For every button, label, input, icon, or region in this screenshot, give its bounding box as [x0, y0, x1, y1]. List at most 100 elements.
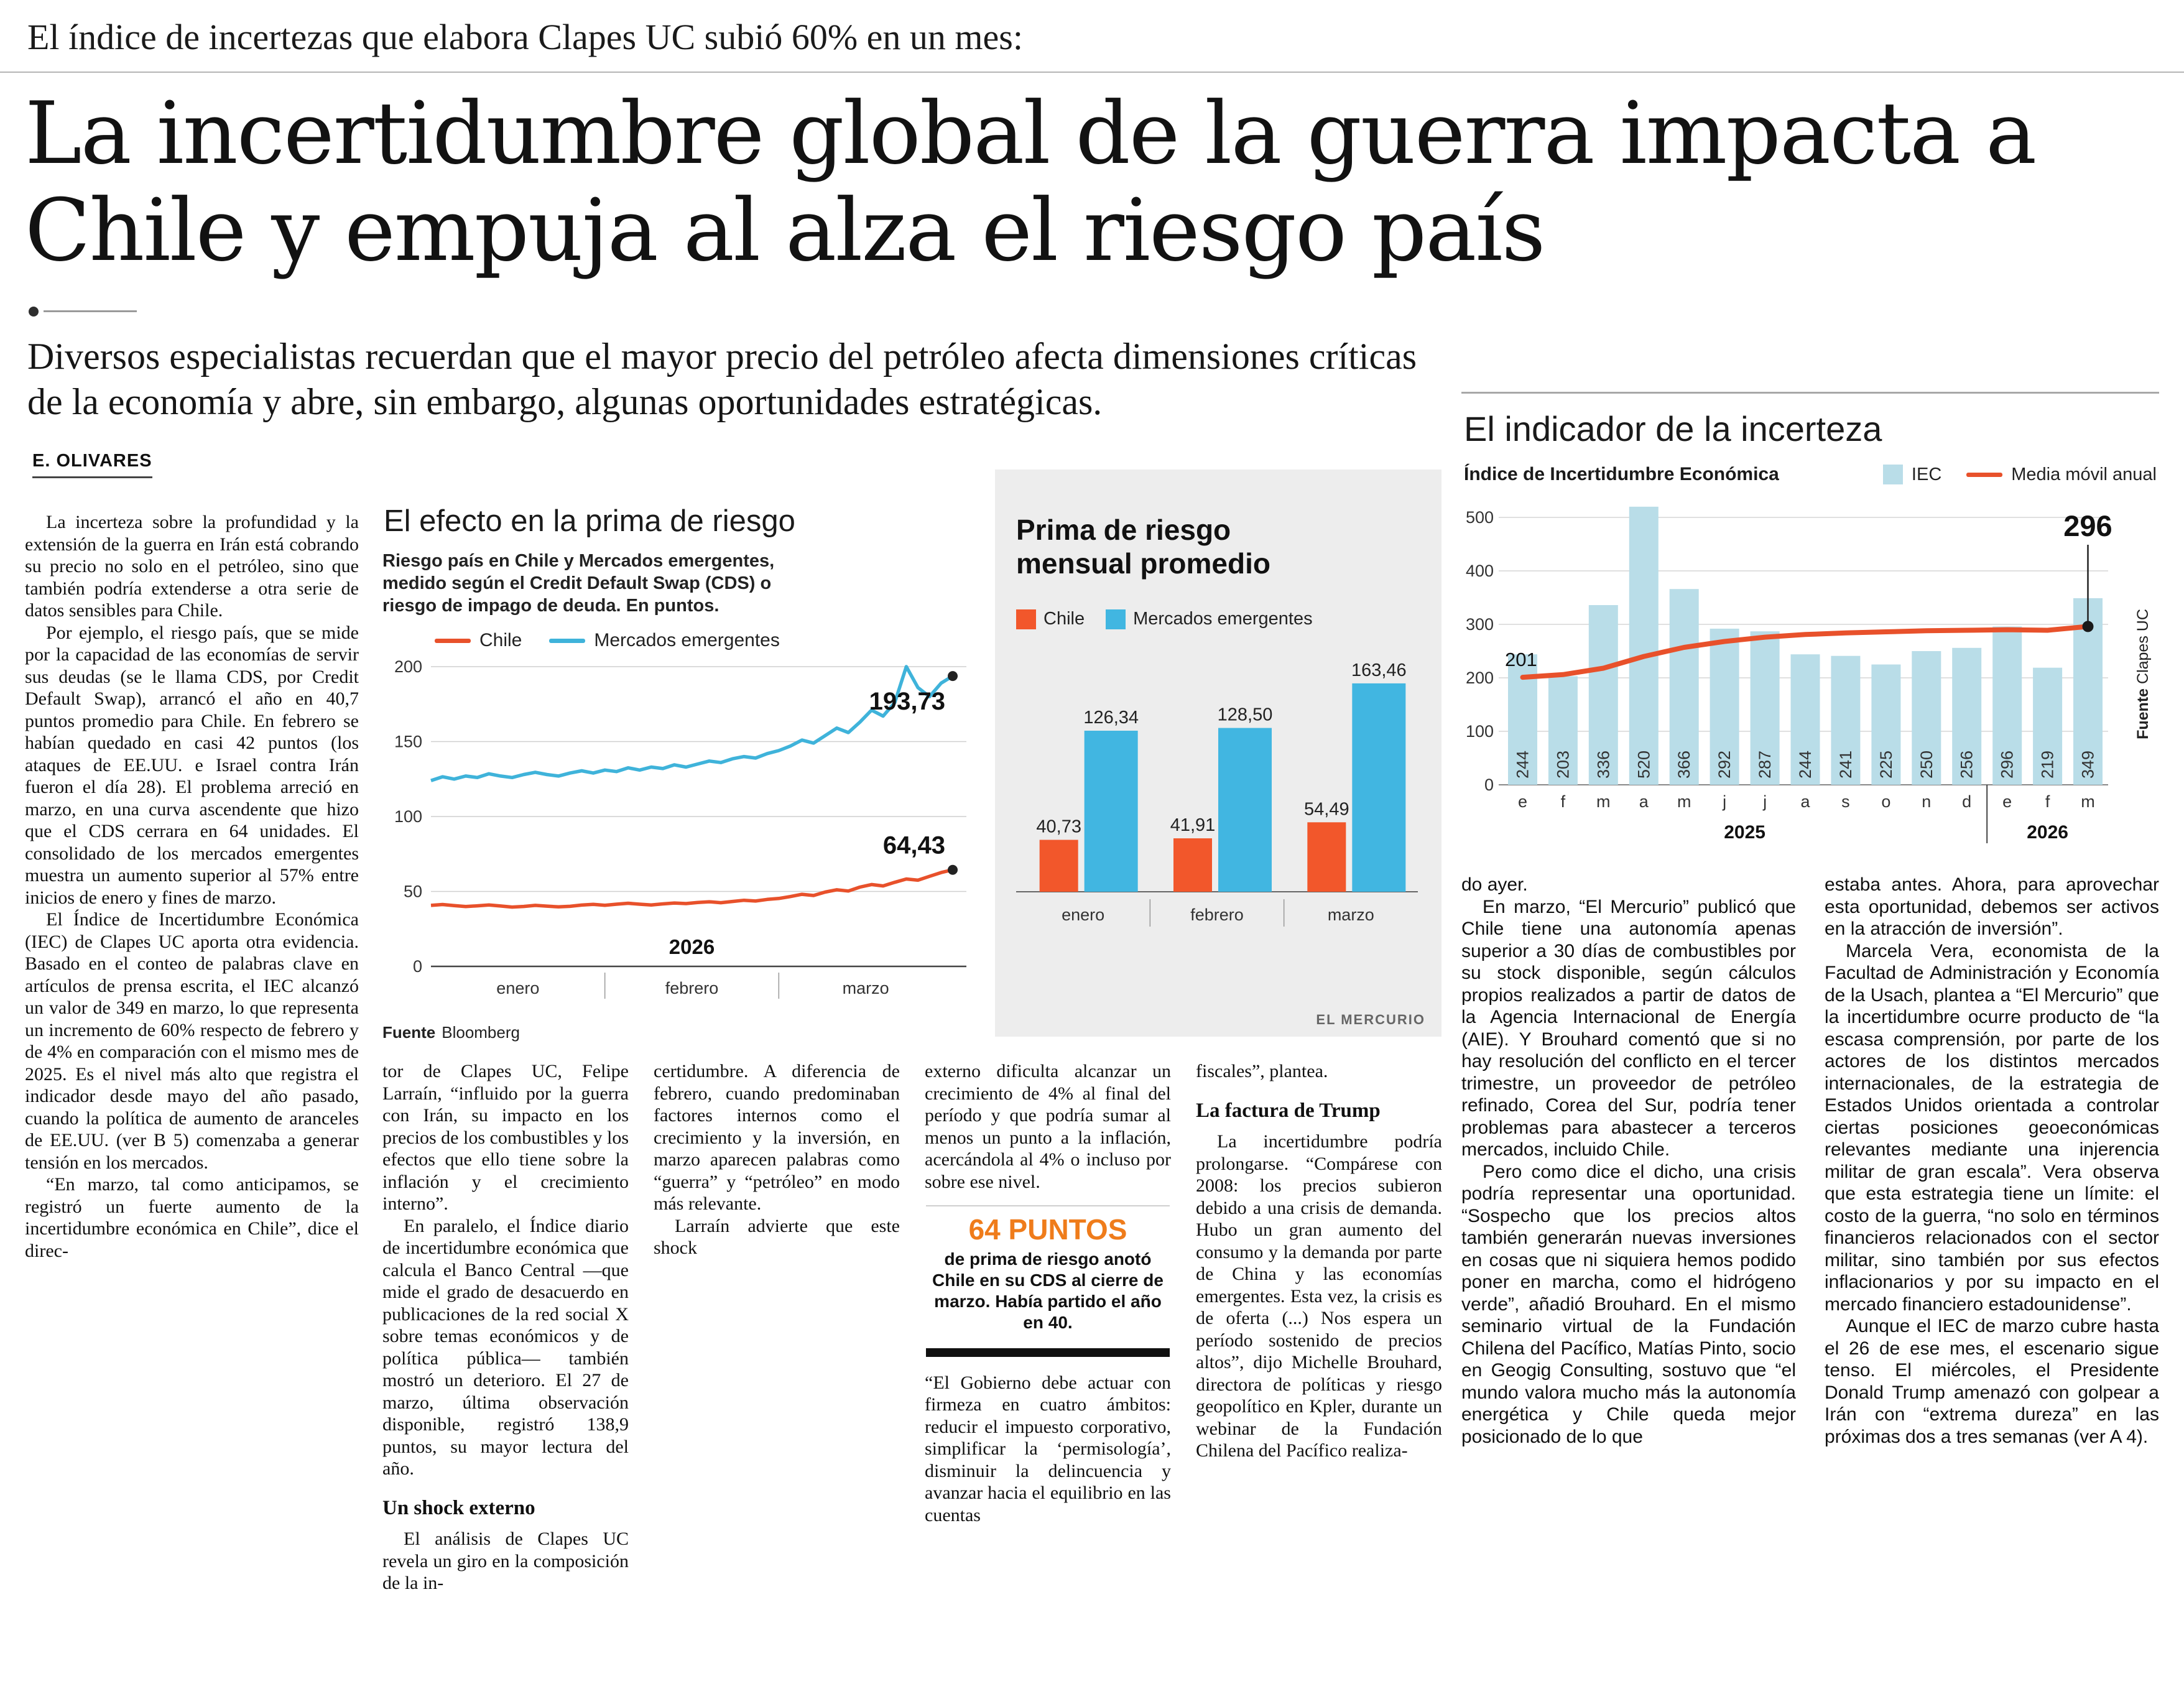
byline: E. OLIVARES — [32, 451, 152, 479]
bullet-icon — [29, 306, 39, 317]
prima-plot: enero 40,73 126,34 febrero 41,91 128,50 marzo 5… — [1016, 660, 1418, 927]
svg-text:a: a — [1800, 792, 1810, 811]
svg-text:m: m — [1596, 792, 1611, 811]
svg-text:200: 200 — [394, 657, 422, 676]
svg-text:296: 296 — [2063, 509, 2112, 542]
body-paragraph: La incertidumbre podría prolongarse. “Co… — [1196, 1131, 1442, 1461]
article-column-5: fiscales”, plantea. La factura de Trump … — [1196, 1060, 1442, 1594]
pull-quote-box: 64 PUNTOS de prima de riesgo anotó Chile… — [926, 1205, 1170, 1357]
svg-text:Fuente Clapes UC: Fuente Clapes UC — [2134, 609, 2152, 739]
svg-text:marzo: marzo — [843, 979, 889, 997]
svg-text:287: 287 — [1756, 751, 1774, 779]
legend-item-chile: Chile — [435, 630, 522, 651]
crosshead-factura-trump: La factura de Trump — [1196, 1099, 1381, 1122]
legend-item-emergentes: Mercados emergentes — [549, 630, 780, 651]
legend-item-iec: IEC — [1882, 465, 1941, 485]
chart-title: El indicador de la incerteza — [1464, 409, 1882, 448]
svg-text:200: 200 — [1466, 669, 1494, 687]
svg-text:f: f — [1561, 792, 1566, 811]
charts-region: El efecto en la prima de riesgo Riesgo p… — [382, 470, 1443, 1048]
article-middle-columns: tor de Clapes UC, Felipe Larraín, “influ… — [382, 1060, 1443, 1594]
svg-text:enero: enero — [1062, 905, 1104, 924]
chart-legend: IEC Media móvil anual — [1858, 465, 2157, 485]
svg-text:520: 520 — [1634, 751, 1653, 779]
svg-text:126,34: 126,34 — [1083, 708, 1139, 728]
svg-text:j: j — [1762, 792, 1767, 811]
svg-text:f: f — [2045, 792, 2050, 811]
subhead: Diversos especialistas recuerdan que el … — [27, 335, 1417, 423]
svg-text:2025: 2025 — [1724, 822, 1765, 843]
svg-text:e: e — [1518, 792, 1527, 811]
article-column-7: estaba antes. Ahora, para aprovechar est… — [1825, 874, 2159, 1448]
svg-text:0: 0 — [413, 957, 422, 976]
source-name: Bloomberg — [442, 1023, 520, 1042]
article-column-6: do ayer. En marzo, “El Mercurio” publicó… — [1461, 874, 1796, 1448]
legend-item-chile: Chile — [1016, 609, 1085, 629]
svg-text:n: n — [1922, 792, 1931, 811]
svg-text:296: 296 — [1998, 751, 2017, 779]
chart-subtitle: Índice de Incertidumbre Económica — [1464, 464, 1779, 484]
body-paragraph: El Índice de Incertidumbre Económica (IE… — [25, 909, 359, 1173]
right-region: El indicador de la incerteza Índice de I… — [1461, 392, 2159, 1448]
svg-text:j: j — [1722, 792, 1726, 811]
svg-text:2026: 2026 — [2027, 822, 2068, 843]
svg-text:64,43: 64,43 — [883, 832, 945, 859]
iec-plot: 0 100 200 300 400 500 244 e 203 f 336 m 520 a 366 m 292 j… — [1466, 506, 2152, 843]
svg-text:febrero: febrero — [665, 979, 719, 997]
svg-text:250: 250 — [1917, 751, 1936, 779]
body-paragraph: estaba antes. Ahora, para aprovechar est… — [1825, 874, 2159, 939]
svg-text:100: 100 — [394, 807, 422, 826]
chart-title: Prima de riesgo mensual promedio — [1016, 514, 1270, 580]
iec-subrow: Índice de Incertidumbre Económica IEC Me… — [1464, 464, 2157, 485]
svg-text:100: 100 — [1466, 722, 1494, 741]
svg-text:400: 400 — [1466, 562, 1494, 580]
svg-text:0: 0 — [1484, 775, 1494, 794]
body-paragraph: do ayer. — [1461, 874, 1528, 895]
body-paragraph: tor de Clapes UC, Felipe Larraín, “influ… — [382, 1061, 629, 1214]
svg-text:marzo: marzo — [1328, 905, 1374, 924]
body-paragraph: “En marzo, tal como anticipamos, se regi… — [25, 1174, 359, 1261]
kicker: El índice de incertezas que elabora Clap… — [0, 0, 2184, 73]
media-movil-line-swatch — [1966, 472, 2003, 477]
body-paragraph: Marcela Vera, economista de la Facultad … — [1825, 940, 2159, 1315]
pull-quote-figure: 64 PUNTOS — [968, 1213, 1127, 1246]
body-paragraph: Pero como dice el dicho, una crisis podr… — [1461, 1161, 1796, 1447]
article-column-2: tor de Clapes UC, Felipe Larraín, “influ… — [382, 1060, 629, 1594]
body-paragraph: El análisis de Clapes UC revela un giro … — [382, 1529, 629, 1593]
svg-text:300: 300 — [1466, 615, 1494, 634]
svg-text:201: 201 — [1505, 649, 1537, 670]
svg-text:40,73: 40,73 — [1036, 817, 1081, 837]
iec-bar-swatch — [1882, 465, 1903, 484]
svg-text:219: 219 — [2038, 751, 2057, 779]
svg-text:163,46: 163,46 — [1351, 660, 1407, 680]
chart-legend: Chile Mercados emergentes — [1016, 609, 1420, 629]
svg-text:m: m — [2081, 792, 2095, 811]
legend-label: Mercados emergentes — [594, 630, 780, 650]
svg-text:41,91: 41,91 — [1170, 815, 1216, 835]
svg-text:292: 292 — [1715, 751, 1734, 779]
svg-text:193,73: 193,73 — [869, 688, 945, 715]
svg-text:d: d — [1962, 792, 1971, 811]
svg-text:256: 256 — [1958, 751, 1976, 779]
body-paragraph: fiscales”, plantea. — [1196, 1061, 1328, 1081]
deck-divider — [29, 306, 2184, 317]
publisher-credit: EL MERCURIO — [1316, 1012, 1425, 1027]
legend-item-emergentes: Mercados emergentes — [1106, 609, 1313, 629]
body-paragraph: Por ejemplo, el riesgo país, que se mide… — [25, 622, 359, 908]
chile-line-swatch — [435, 638, 471, 643]
body-paragraph: La incerteza sobre la profundidad y la e… — [25, 512, 359, 621]
legend-label: Media móvil anual — [2011, 464, 2157, 484]
article-column-1: La incerteza sobre la profundidad y la e… — [25, 511, 359, 1668]
svg-text:a: a — [1639, 792, 1649, 811]
svg-text:225: 225 — [1877, 751, 1895, 779]
headline: La incertidumbre global de la guerra imp… — [25, 83, 2037, 280]
svg-text:54,49: 54,49 — [1304, 799, 1349, 819]
cds-line-chart: El efecto en la prima de riesgo Riesgo p… — [382, 504, 970, 1042]
legend-item-media-movil: Media móvil anual — [1966, 465, 2157, 485]
body-paragraph: externo dificulta alcanzar un crecimient… — [925, 1061, 1171, 1192]
body-paragraph: En marzo, “El Mercurio” publicó que Chil… — [1461, 896, 1796, 1160]
svg-text:500: 500 — [1466, 508, 1494, 527]
body-paragraph: certidumbre. A diferencia de febrero, cu… — [654, 1061, 900, 1214]
svg-text:150: 150 — [394, 733, 422, 751]
